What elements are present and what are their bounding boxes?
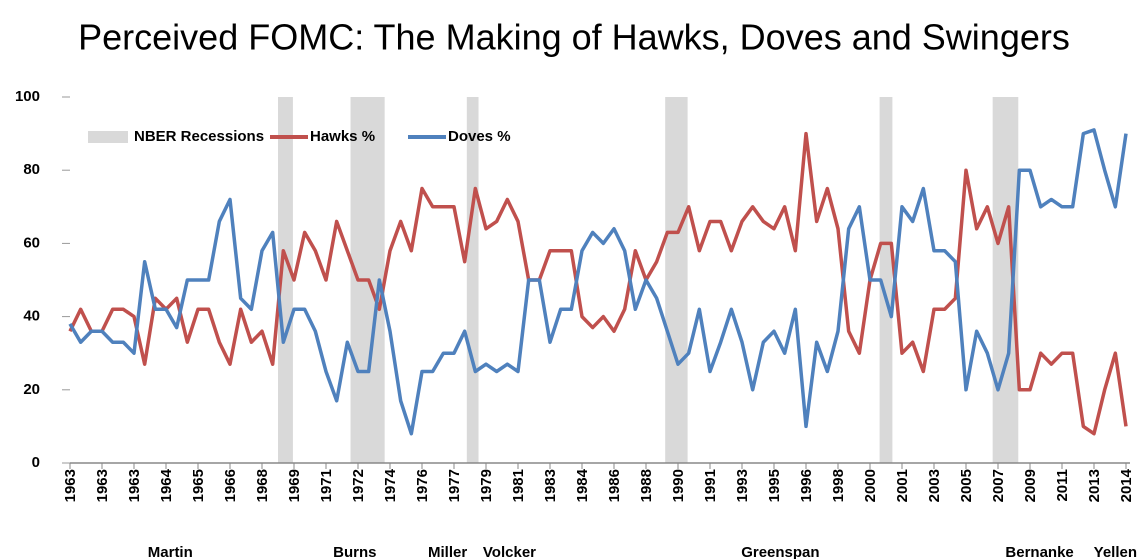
y-tick-label: 100 — [15, 88, 40, 105]
chart-title: Perceived FOMC: The Making of Hawks, Dov… — [78, 17, 1070, 58]
x-tick-label: 2003 — [926, 469, 943, 502]
y-tick-label: 40 — [23, 308, 40, 325]
chair-label: Greenspan — [741, 544, 819, 559]
recession-band — [466, 97, 479, 463]
x-tick-label: 1963 — [62, 469, 79, 502]
x-tick-label: 1963 — [94, 469, 111, 502]
y-tick-label: 60 — [23, 234, 40, 251]
x-tick-label: 1972 — [350, 469, 367, 502]
legend-swatch — [88, 131, 128, 143]
x-tick-label: 2013 — [1086, 469, 1103, 502]
x-tick-label: 1965 — [190, 469, 207, 502]
x-tick-label: 1991 — [702, 469, 719, 502]
x-tick-label: 1986 — [606, 469, 623, 502]
x-tick-label: 2011 — [1054, 469, 1071, 502]
x-tick-label: 1976 — [414, 469, 431, 502]
series-line — [68, 128, 1128, 436]
x-tick-label: 1996 — [798, 469, 815, 502]
x-tick-label: 1983 — [542, 469, 559, 502]
x-tick-label: 2014 — [1118, 468, 1135, 502]
x-tick-label: 1995 — [766, 469, 783, 502]
chair-label: Martin — [148, 544, 193, 559]
chair-label: Yellen — [1094, 544, 1137, 559]
x-tick-label: 2007 — [990, 469, 1007, 502]
x-tick-label: 1969 — [286, 469, 303, 502]
x-tick-label: 2009 — [1022, 469, 1039, 502]
y-tick-label: 20 — [23, 381, 40, 398]
x-tick-label: 1984 — [574, 468, 591, 502]
y-tick-label: 80 — [23, 161, 40, 178]
x-tick-label: 1998 — [830, 469, 847, 502]
x-tick-label: 1977 — [446, 469, 463, 502]
x-tick-label: 2005 — [958, 469, 975, 502]
recession-band — [278, 97, 293, 463]
chair-label: Bernanke — [1005, 544, 1073, 559]
chair-label: Miller — [428, 544, 467, 559]
legend-label: Doves % — [448, 128, 511, 145]
legend-label: NBER Recessions — [134, 128, 264, 145]
x-tick-label: 1974 — [382, 468, 399, 502]
x-tick-label: 1979 — [478, 469, 495, 502]
chair-label: Burns — [333, 544, 376, 559]
recession-band — [879, 97, 893, 463]
x-tick-label: 2001 — [894, 469, 911, 502]
x-tick-label: 2000 — [862, 469, 879, 502]
chair-label: Volcker — [483, 544, 536, 559]
x-tick-label: 1966 — [222, 469, 239, 502]
x-tick-label: 1968 — [254, 469, 271, 502]
y-tick-label: 0 — [32, 454, 40, 471]
x-tick-label: 1981 — [510, 469, 527, 502]
x-tick-label: 1971 — [318, 469, 335, 502]
x-tick-label: 1993 — [734, 469, 751, 502]
legend-label: Hawks % — [310, 128, 375, 145]
series-line — [68, 131, 1128, 436]
x-tick-label: 1964 — [158, 468, 175, 502]
x-tick-label: 1988 — [638, 469, 655, 502]
x-tick-label: 1990 — [670, 469, 687, 502]
x-tick-label: 1963 — [126, 469, 143, 502]
recession-band — [665, 97, 688, 463]
